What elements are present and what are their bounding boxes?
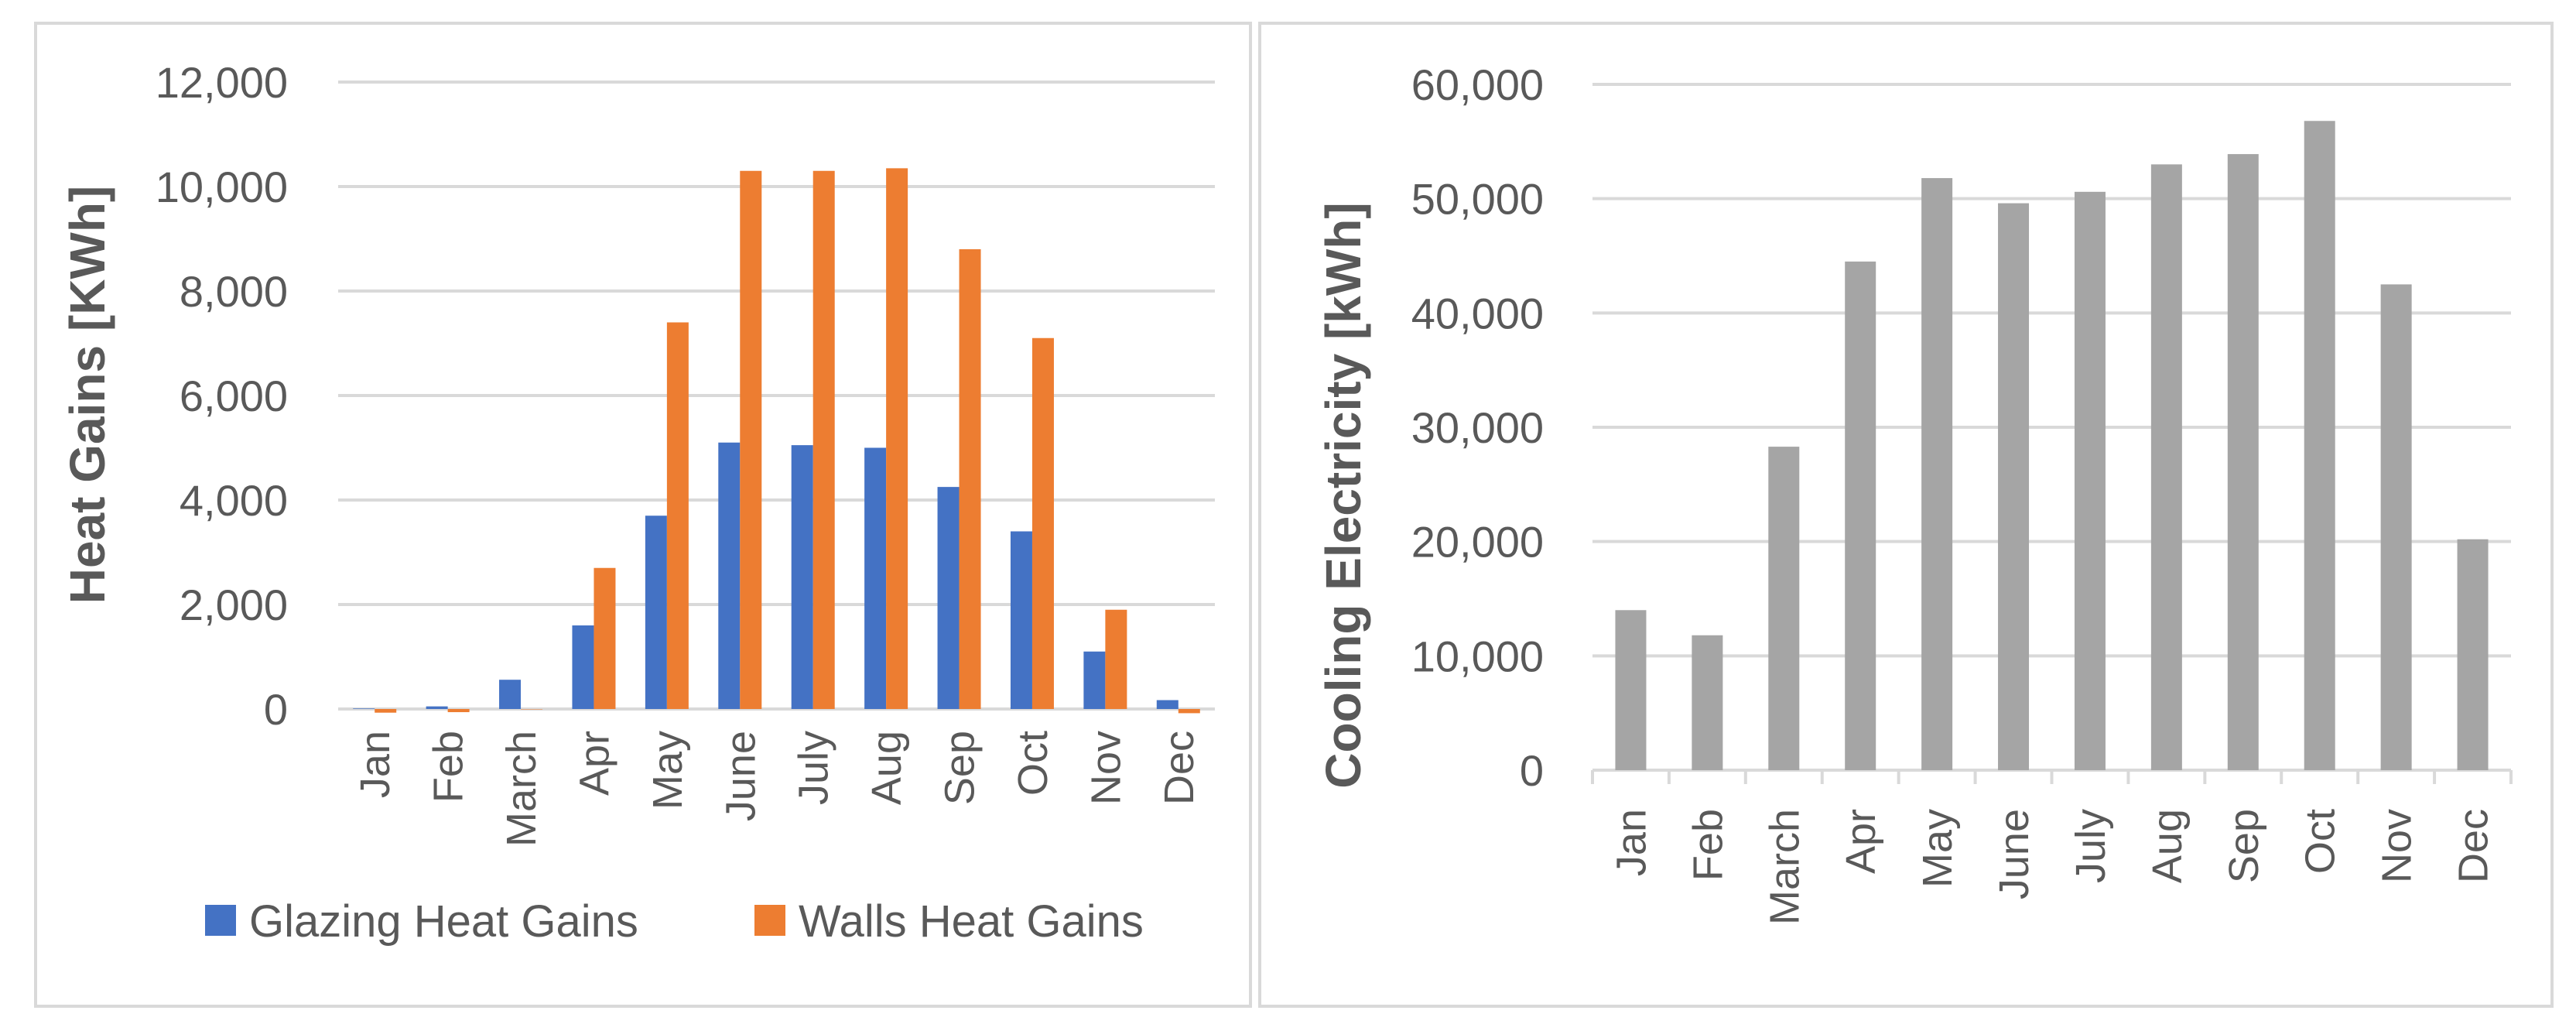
bar-sep-walls — [959, 249, 981, 709]
right-gridlines — [1591, 83, 2513, 784]
bar-march-cooling — [1768, 447, 1800, 770]
y-tick-label: 12,000 — [156, 58, 288, 107]
left-gridlines — [338, 80, 1215, 711]
bar-apr-cooling — [1845, 261, 1876, 771]
y-tick-label: 60,000 — [1411, 60, 1544, 109]
bar-march-walls — [521, 709, 543, 710]
y-tick-label: 40,000 — [1411, 289, 1544, 337]
x-tick-label: Oct — [2297, 809, 2344, 874]
bar-july-glazing — [791, 445, 813, 709]
x-tick-label: Aug — [864, 731, 910, 805]
x-tick-label: Aug — [2144, 809, 2191, 883]
bar-nov-walls — [1105, 609, 1127, 709]
y-tick-label: 10,000 — [156, 163, 288, 211]
x-tick-label: March — [1761, 809, 1808, 925]
x-tick-label: June — [1991, 809, 2037, 899]
legend-label-walls: Walls Heat Gains — [799, 896, 1144, 947]
y-tick-label: 6,000 — [180, 372, 288, 420]
x-tick-label: Dec — [2451, 809, 2497, 883]
x-tick-label: Apr — [571, 731, 617, 796]
bar-july-walls — [812, 170, 835, 709]
y-tick-label: 10,000 — [1411, 632, 1544, 680]
bar-apr-glazing — [572, 625, 594, 709]
bar-apr-walls — [594, 567, 616, 709]
y-tick-label: 30,000 — [1411, 403, 1544, 452]
right-x-tick-labels: Jan Feb March Apr May June July Aug Sep Oct Nov Dec — [1608, 809, 2496, 925]
x-tick-label: Feb — [426, 731, 472, 803]
bar-june-walls — [740, 170, 762, 709]
x-tick-label: Jan — [352, 731, 399, 798]
left-chart-frame — [34, 22, 1252, 1008]
bar-nov-cooling — [2380, 284, 2412, 771]
left-legend: Glazing Heat Gains Walls Heat Gains — [205, 896, 1144, 947]
x-tick-label: Feb — [1685, 809, 1731, 881]
y-tick-label: 0 — [1520, 746, 1544, 795]
legend-swatch-glazing — [205, 905, 236, 936]
x-tick-label: June — [717, 731, 764, 821]
bar-dec-glazing — [1156, 700, 1179, 709]
bar-jan-cooling — [1615, 610, 1647, 770]
bar-may-walls — [666, 322, 689, 709]
legend-label-glazing: Glazing Heat Gains — [249, 896, 638, 947]
x-tick-label: Sep — [937, 731, 984, 805]
right-bars — [1615, 121, 2489, 771]
x-tick-label: Apr — [1838, 809, 1884, 874]
bar-march-glazing — [499, 680, 522, 709]
y-tick-label: 0 — [264, 685, 288, 734]
bar-sep-glazing — [937, 487, 960, 709]
bar-jan-walls — [375, 709, 397, 713]
x-tick-label: July — [2068, 809, 2114, 883]
bar-june-cooling — [1998, 203, 2030, 770]
x-tick-label: May — [645, 731, 691, 810]
bar-may-cooling — [1921, 178, 1953, 770]
left-bars — [353, 168, 1200, 714]
bar-nov-glazing — [1083, 651, 1106, 709]
x-tick-label: Oct — [1010, 731, 1056, 796]
bar-july-cooling — [2074, 191, 2106, 771]
bar-may-glazing — [645, 516, 667, 709]
y-tick-label: 2,000 — [180, 581, 288, 629]
x-tick-label: Dec — [1156, 731, 1202, 805]
legend-swatch-walls — [754, 905, 785, 936]
y-tick-label: 50,000 — [1411, 175, 1544, 224]
bar-sep-cooling — [2227, 154, 2259, 770]
bar-feb-cooling — [1692, 635, 1723, 770]
x-tick-label: March — [498, 731, 545, 847]
left-y-axis-title: Heat Gains [KWh] — [60, 186, 115, 604]
y-tick-label: 8,000 — [180, 267, 288, 316]
left-y-tick-labels: 0 2,000 4,000 6,000 8,000 10,000 12,000 — [156, 58, 288, 734]
x-tick-label: Nov — [2374, 809, 2420, 883]
x-tick-label: Jan — [1608, 809, 1654, 876]
bar-feb-glazing — [426, 706, 448, 709]
bar-dec-walls — [1178, 709, 1200, 714]
x-tick-label: May — [1914, 809, 1961, 888]
bar-aug-cooling — [2150, 164, 2182, 770]
bar-oct-glazing — [1010, 531, 1032, 709]
x-tick-label: Nov — [1083, 731, 1129, 805]
right-chart-frame — [1258, 22, 2554, 1008]
x-tick-label: July — [791, 731, 837, 805]
left-x-tick-labels: Jan Feb March Apr May June July Aug Sep Oct Nov Dec — [352, 731, 1202, 847]
y-tick-label: 20,000 — [1411, 518, 1544, 567]
right-y-tick-labels: 0 10,000 20,000 30,000 40,000 50,000 60,000 — [1411, 60, 1544, 795]
bar-aug-glazing — [864, 447, 887, 709]
bar-dec-cooling — [2457, 539, 2489, 770]
y-tick-label: 4,000 — [180, 476, 288, 525]
bar-jan-glazing — [353, 708, 375, 709]
bar-aug-walls — [886, 168, 908, 709]
bar-feb-walls — [447, 709, 470, 713]
bar-oct-cooling — [2304, 121, 2335, 771]
x-tick-label: Sep — [2221, 809, 2267, 883]
right-y-axis-title: Cooling Electricity [kWh] — [1315, 202, 1371, 788]
bar-oct-walls — [1031, 337, 1054, 709]
bar-june-glazing — [718, 442, 741, 709]
